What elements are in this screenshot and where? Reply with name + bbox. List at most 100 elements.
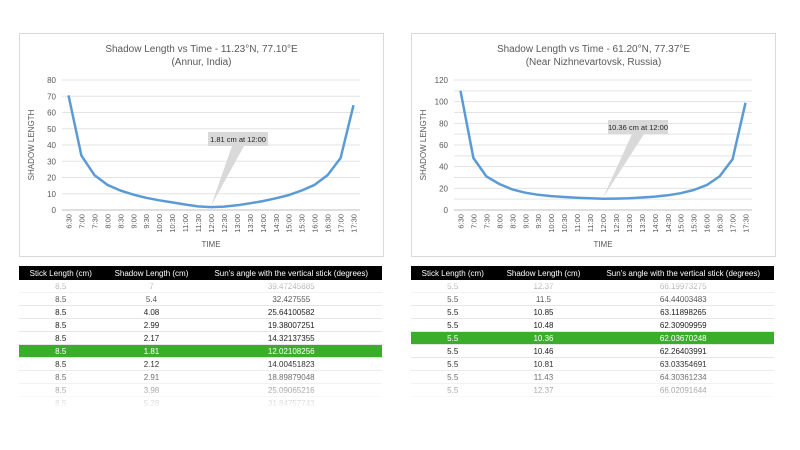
chart-title-text: Shadow Length vs Time - 61.20°N, 77.37°E [496,44,691,55]
column-header: Sun's angle with the vertical stick (deg… [592,266,774,280]
table-cell: 12.37 [494,280,593,293]
x-tick-label: 14:30 [272,214,281,233]
x-tick-label: 9:00 [129,214,138,229]
x-tick-label: 14:00 [651,214,660,233]
table-cell: 8.5 [19,357,103,371]
y-tick-label: 120 [435,76,449,85]
table-row: 5.5 11.43 64.30361234 [411,370,774,384]
table-cell: 1.81 [102,344,201,358]
table-cell: 8.5 [19,292,103,306]
x-tick-label: 6:30 [64,214,73,229]
x-tick-label: 10:00 [547,214,556,233]
y-tick-label: 40 [47,141,56,150]
x-tick-label: 11:00 [181,214,190,232]
table-cell: 8.5 [19,383,103,397]
data-table-annur: Stick Length (cm) Shadow Length (cm) Sun… [19,266,382,408]
y-tick-label: 20 [47,174,56,183]
table-cell: 5.5 [411,331,495,345]
x-tick-label: 12:30 [612,214,621,233]
table-cell: 62.26403991 [592,344,774,358]
table-cell: 5.5 [411,370,495,384]
x-tick-label: 15:30 [298,214,307,233]
y-tick-label: 60 [439,141,448,150]
x-tick-label: 7:00 [77,214,86,229]
table-row: 8.5 1.81 12.02108256 [19,344,382,358]
table-row: 5.5 10.46 62.26403991 [411,344,774,358]
table-cell: 10.81 [494,357,593,371]
table-cell: 8.5 [19,318,103,332]
table-cell: 14.00451823 [200,357,382,371]
callout-label: 1.81 cm at 12:00 [210,135,266,144]
table-cell: 12.02108256 [200,344,382,358]
data-table-nizhnevartovsk: Stick Length (cm) Shadow Length (cm) Sun… [411,266,774,408]
table-cell: 7 [102,280,201,293]
x-tick-label: 15:00 [285,214,294,233]
table-row: 8.5 2.91 18.89879048 [19,370,382,384]
y-tick-label: 0 [444,206,449,215]
x-tick-label: 16:30 [324,214,333,233]
x-tick-label: 9:30 [142,214,151,229]
callout-pointer [211,146,244,207]
table-cell: 64.44003483 [592,292,774,306]
table-row: 5.5 10.48 62.30909959 [411,318,774,332]
line-chart-svg: 0 20 40 60 80 100 120 6:30 7:00 7:30 8:00 8:30 9:00 9… [419,76,752,249]
callout-box [608,120,668,134]
x-tick-label: 9:30 [534,214,543,229]
x-tick-label: 10:00 [155,214,164,233]
x-tick-label: 9:00 [521,214,530,229]
table-cell: 31.84757743 [200,396,382,408]
x-tick-label: 17:00 [337,214,346,233]
y-tick-label: 40 [439,163,448,172]
table-cell: 25.64100582 [200,305,382,319]
table-cell: 2.91 [102,370,201,384]
table-cell: 5.5 [411,357,495,371]
table-cell: 2.17 [102,331,201,345]
column-header: Stick Length (cm) [19,266,103,280]
series-line [67,95,355,209]
chart-panel-nizhnevartovsk: Shadow Length vs Time - 61.20°N, 77.37°E… [411,33,776,257]
table-cell: 18.89879048 [200,370,382,384]
table-cell: 66.02091644 [592,383,774,397]
x-tick-label: 17:30 [350,214,359,233]
y-tick-label: 100 [435,98,449,107]
table-cell: 10.85 [494,305,593,319]
x-tick-label: 8:30 [508,214,517,229]
x-tick-label: 8:30 [116,214,125,229]
x-tick-label: 8:00 [103,214,112,229]
x-tick-label: 16:00 [311,214,320,233]
table-row: 5.5 12.37 66.19973275 [411,280,774,293]
table-cell: 63.11898265 [592,305,774,319]
table-cell: 12.37 [494,383,593,397]
table-cell: 62.30909959 [592,318,774,332]
x-tick-label: 13:30 [638,214,647,233]
table-cell: 5.5 [411,383,495,397]
chart-title: Shadow Length vs Time - 61.20°N, 77.37°E… [412,43,775,69]
table-cell: 62.03670248 [592,331,774,345]
x-tick-label: 11:30 [586,214,595,232]
x-tick-label: 7:00 [469,214,478,229]
table-row: 8.5 5.4 32.427555 [19,292,382,306]
x-tick-label: 12:00 [207,214,216,233]
table-cell: 64.30361234 [592,370,774,384]
table-cell: 19.38007251 [200,318,382,332]
table-row: 8.5 7 39.47245885 [19,280,382,293]
table-cell: 8.5 [19,280,103,293]
chart-subtitle: (Annur, India) [171,57,232,68]
x-tick-label: 17:00 [729,214,738,233]
x-tick-label: 13:00 [233,214,242,233]
y-tick-label: 80 [439,119,448,128]
table-cell: 10.46 [494,344,593,358]
table-cell: 8.5 [19,344,103,358]
chart-title: Shadow Length vs Time - 11.23°N, 77.10°E… [20,43,383,69]
table-cell: 4.08 [102,305,201,319]
table-row: 8.5 2.17 14.32137355 [19,331,382,345]
y-tick-label: 70 [47,92,56,101]
y-tick-label: 50 [47,125,56,134]
chart-subtitle: (Near Nizhnevartovsk, Russia) [525,57,662,68]
x-tick-label: 11:00 [573,214,582,232]
y-tick-label: 60 [47,109,56,118]
table-row: 8.5 5.28 31.84757743 [19,396,382,408]
x-axis-title: TIME [593,240,612,249]
table-header-row: Stick Length (cm) Shadow Length (cm) Sun… [19,266,382,280]
table-cell: 2.12 [102,357,201,371]
